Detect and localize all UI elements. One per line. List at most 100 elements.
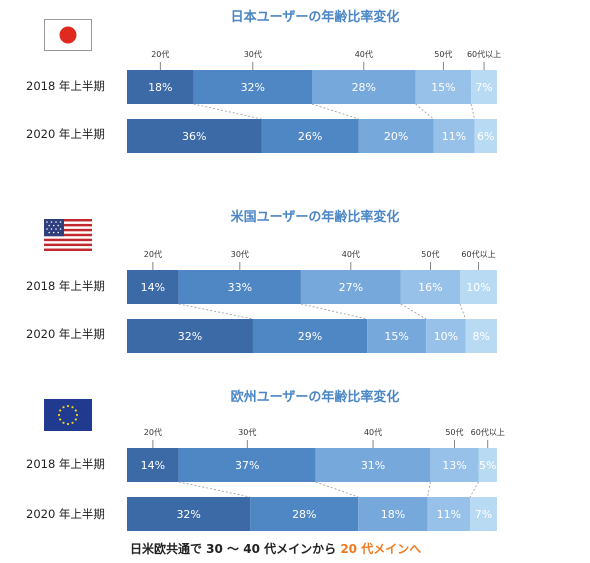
data-label: 11% [442, 130, 466, 143]
tick-label: 60代以上 [466, 50, 502, 59]
connector-line [400, 303, 427, 320]
bar-segment-30代 [178, 448, 316, 482]
data-label: 33% [228, 281, 252, 294]
footer-text: 日米欧共通で 30 〜 40 代メインから [130, 542, 337, 556]
data-label: 32% [178, 330, 202, 343]
row-label-2018: 2018 年上半期 [26, 279, 105, 293]
data-label: 28% [352, 81, 376, 94]
bar-segment-60代以上 [460, 270, 497, 304]
bar-segment-50代 [415, 70, 472, 104]
data-label: 7% [475, 508, 492, 521]
japan-flag-icon [44, 19, 92, 51]
tick-label: 40代 [341, 250, 360, 259]
bar-segment-40代 [315, 448, 431, 482]
data-label: 13% [442, 459, 466, 472]
data-label: 27% [339, 281, 363, 294]
data-label: 31% [361, 459, 385, 472]
row-label-2018: 2018 年上半期 [26, 457, 105, 471]
bar-segment-20代 [127, 319, 253, 353]
eu-flag-icon [44, 399, 92, 431]
tick-label: 40代 [354, 50, 373, 59]
tick-label: 60代以上 [461, 250, 496, 259]
data-label: 18% [381, 508, 405, 521]
connector-line [459, 303, 466, 320]
bar-segment-30代 [250, 497, 359, 531]
row-label-2020: 2020 年上半期 [26, 507, 105, 521]
bar-segment-50代 [433, 119, 475, 153]
bar-segment-60代以上 [474, 119, 497, 153]
bar-segment-40代 [358, 497, 428, 531]
bar-segment-20代 [127, 270, 179, 304]
tick-label: 50代 [434, 50, 453, 59]
tick-label: 20代 [151, 50, 170, 59]
bar-segment-20代 [127, 70, 194, 104]
footer-highlight: 20 代メインへ [340, 542, 422, 556]
bar-segment-40代 [300, 270, 401, 304]
data-label: 26% [298, 130, 322, 143]
tick-label: 30代 [230, 250, 249, 259]
bar-segment-50代 [430, 448, 479, 482]
bar-segment-30代 [252, 319, 368, 353]
bar-segment-60代以上 [465, 319, 497, 353]
bar-segment-60代以上 [478, 448, 497, 482]
data-label: 29% [298, 330, 322, 343]
data-label: 32% [176, 508, 200, 521]
data-label: 7% [475, 81, 492, 94]
bar-segment-20代 [127, 448, 179, 482]
data-label: 14% [141, 281, 165, 294]
chart-title: 日本ユーザーの年齢比率変化 [230, 10, 400, 25]
chart-panel-japan: 日本ユーザーの年齢比率変化 2018 年上半期 2020 年上半期 18% 32%… [0, 10, 590, 160]
data-label: 6% [477, 130, 494, 143]
bar-segment-30代 [261, 119, 359, 153]
tick-label: 20代 [143, 250, 162, 259]
bar-segment-60代以上 [470, 497, 497, 531]
tick-label: 50代 [421, 250, 440, 259]
chart-panel-us: 米国ユーザーの年齢比率変化 2018 年上半期 2020 年上半期 14% 33%… [0, 210, 590, 360]
data-label: 14% [141, 459, 165, 472]
data-label: 15% [431, 81, 455, 94]
chart-panel-eu: 欧州ユーザーの年齢比率変化 2018 年上半期 2020 年上半期 14% 37%… [0, 390, 590, 540]
data-label: 32% [241, 81, 265, 94]
tick-label: 50代 [445, 428, 464, 437]
footer-caption: 日米欧共通で 30 〜 40 代メインから 20 代メインへ [130, 542, 421, 556]
connector-line [300, 303, 368, 320]
connector-line [178, 303, 254, 320]
bar-segment-40代 [358, 119, 434, 153]
connector-line [415, 103, 434, 120]
connector-line [470, 103, 475, 120]
data-label: 37% [235, 459, 259, 472]
data-label: 20% [384, 130, 408, 143]
bar-segment-40代 [312, 70, 416, 104]
connector-line [178, 481, 251, 498]
data-label: 15% [384, 330, 408, 343]
connector-line [469, 481, 479, 498]
connector-line [311, 103, 359, 120]
bar-segment-30代 [178, 270, 301, 304]
data-label: 28% [292, 508, 316, 521]
stacked-bar-plot: 18% 32% 28% 15% 7% 36% 26% 20% 11% 6% [127, 62, 497, 153]
bar-segment-50代 [427, 497, 471, 531]
data-label: 16% [418, 281, 442, 294]
data-label: 11% [437, 508, 461, 521]
data-label: 10% [466, 281, 490, 294]
chart-title: 米国ユーザーの年齢比率変化 [230, 210, 400, 225]
row-label-2018: 2018 年上半期 [26, 79, 105, 93]
tick-label: 30代 [243, 50, 262, 59]
data-label: 36% [182, 130, 206, 143]
tick-label: 40代 [363, 428, 383, 437]
tick-label: 20代 [143, 428, 162, 437]
row-label-2020: 2020 年上半期 [26, 127, 105, 141]
tick-label: 30代 [238, 428, 257, 437]
bar-segment-60代以上 [471, 70, 497, 104]
bar-segment-50代 [426, 319, 466, 353]
data-label: 5% [479, 459, 496, 472]
bar-segment-50代 [400, 270, 460, 304]
row-label-2020: 2020 年上半期 [26, 327, 105, 341]
stacked-bar-plot: 14% 33% 27% 16% 10% 32% 29% 15% 10% 8% [127, 262, 497, 353]
data-label: 8% [473, 330, 490, 343]
data-label: 10% [434, 330, 458, 343]
bar-segment-20代 [127, 119, 262, 153]
chart-title: 欧州ユーザーの年齢比率変化 [230, 390, 400, 405]
bar-segment-40代 [367, 319, 427, 353]
data-label: 18% [148, 81, 172, 94]
